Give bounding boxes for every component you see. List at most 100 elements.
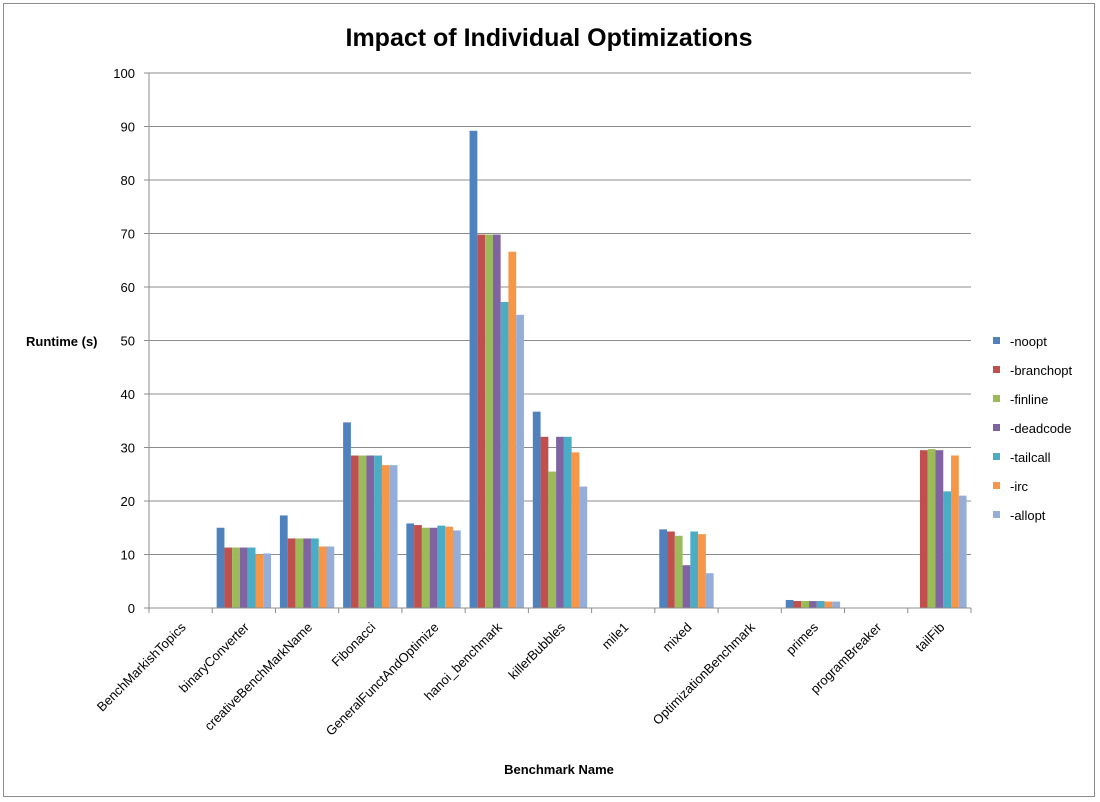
bar-deadcode-GeneralFunctAndOptimize [429,527,438,608]
y-tick-label: 60 [121,280,135,295]
bar-noopt-killerBubbles [532,411,541,608]
bar-branchopt-killerBubbles [540,436,549,608]
bar-deadcode-mixed [682,565,691,608]
bar-tailcall-binaryConverter [247,547,256,608]
chart-title: Impact of Individual Optimizations [346,24,753,52]
bar-branchopt-mixed [667,531,675,608]
y-tick-labels: 0 10 20 30 40 50 60 70 80 90 100 [113,66,135,616]
bar-irc-Fibonacci [381,465,390,608]
bar-tailcall-GeneralFunctAndOptimize [437,525,446,608]
bar-branchopt-creativeBenchMarkName [287,538,296,608]
bar-finline-Fibonacci [358,455,367,608]
y-tick-label: 40 [121,387,135,402]
bar-noopt-primes [785,599,794,608]
bar-deadcode-Fibonacci [366,455,375,608]
x-tick-label: mixed [659,620,694,655]
bar-irc-mixed [698,534,706,608]
legend-swatch [993,511,1000,518]
bar-finline-primes [801,601,810,608]
bar-finline-mixed [674,535,683,608]
legend-label: -irc [1010,479,1029,494]
bar-tailcall-killerBubbles [563,436,572,608]
bar-irc-killerBubbles [571,452,580,608]
x-tick-label: primes [783,619,822,658]
bar-tailcall-primes [816,601,825,608]
bar-allopt-killerBubbles [579,486,588,608]
legend-label: -allopt [1010,508,1046,523]
bar-noopt-hanoi_benchmark [469,130,478,608]
bar-finline-killerBubbles [548,471,557,608]
y-tick-label: 80 [121,173,135,188]
y-axis-title: Runtime (s) [26,334,98,349]
y-tick-label: 100 [113,66,135,81]
bar-branchopt-binaryConverter [224,547,233,608]
gridlines [149,72,971,555]
legend-swatch [993,424,1000,431]
bar-tailcall-creativeBenchMarkName [310,538,319,608]
bar-allopt-creativeBenchMarkName [326,546,335,608]
legend-label: -tailcall [1010,450,1051,465]
bar-branchopt-hanoi_benchmark [477,234,486,608]
bar-deadcode-hanoi_benchmark [492,234,501,608]
bar-finline-hanoi_benchmark [485,234,493,608]
bar-branchopt-tailFib [919,450,928,608]
x-tick-label: creativeBenchMarkName [201,620,315,734]
x-tick-label: OptimizationBenchmark [650,619,759,728]
legend-swatch [993,337,1000,344]
y-tick-label: 50 [121,334,135,349]
bars [216,130,967,608]
legend: -noopt -branchopt -finline -deadcode -tailca… [993,334,1073,523]
bar-finline-tailFib [927,449,936,608]
bar-allopt-hanoi_benchmark [516,314,524,608]
x-tick-label: Fibonacci [328,619,378,669]
legend-swatch [993,482,1000,489]
x-tick-label: BenchMarkishTopics [94,619,189,714]
legend-swatch [993,366,1000,373]
bar-irc-hanoi_benchmark [508,251,517,608]
bar-allopt-mixed [705,573,714,608]
bar-irc-tailFib [951,455,959,608]
legend-label: -deadcode [1010,421,1071,436]
bar-chart: Impact of Individual Optimizations Runti… [26,24,1073,777]
x-tick-label: killerBubbles [505,619,568,682]
bar-noopt-mixed [659,529,668,608]
bar-irc-creativeBenchMarkName [318,546,327,608]
x-axis-title: Benchmark Name [504,762,614,777]
bar-deadcode-tailFib [935,450,944,608]
x-tick-label: GeneralFunctAndOptimize [323,620,442,739]
x-tick-label: tailFib [912,620,947,655]
y-tick-label: 30 [121,441,135,456]
y-tick-label: 70 [121,227,135,242]
y-tick-label: 0 [128,601,135,616]
bar-deadcode-creativeBenchMarkName [303,538,311,608]
legend-label: -finline [1010,392,1048,407]
bar-finline-binaryConverter [232,547,240,608]
bar-allopt-binaryConverter [263,553,272,608]
bar-deadcode-killerBubbles [556,436,564,608]
y-tick-label: 10 [121,548,135,563]
bar-noopt-Fibonacci [343,422,351,608]
axes [144,72,972,613]
bar-tailcall-tailFib [943,491,952,608]
legend-swatch [993,395,1000,402]
legend-label: -branchopt [1010,363,1073,378]
bar-allopt-Fibonacci [389,465,398,608]
x-tick-label: mile1 [599,620,632,653]
legend-swatch [993,453,1000,460]
bar-irc-GeneralFunctAndOptimize [445,526,453,608]
bar-tailcall-Fibonacci [374,455,382,608]
chart-frame: Impact of Individual Optimizations Runti… [3,3,1095,797]
bar-finline-creativeBenchMarkName [295,538,304,608]
legend-label: -noopt [1010,334,1047,349]
bar-irc-primes [824,601,833,608]
bar-noopt-creativeBenchMarkName [279,515,288,608]
bar-allopt-primes [832,601,841,608]
bar-noopt-GeneralFunctAndOptimize [406,523,415,608]
bar-noopt-binaryConverter [216,527,225,608]
bar-tailcall-mixed [690,531,699,608]
bar-tailcall-hanoi_benchmark [500,301,509,608]
bar-finline-GeneralFunctAndOptimize [421,527,430,608]
y-tick-label: 90 [121,120,135,135]
bar-deadcode-primes [809,601,817,608]
bar-allopt-tailFib [958,495,967,608]
